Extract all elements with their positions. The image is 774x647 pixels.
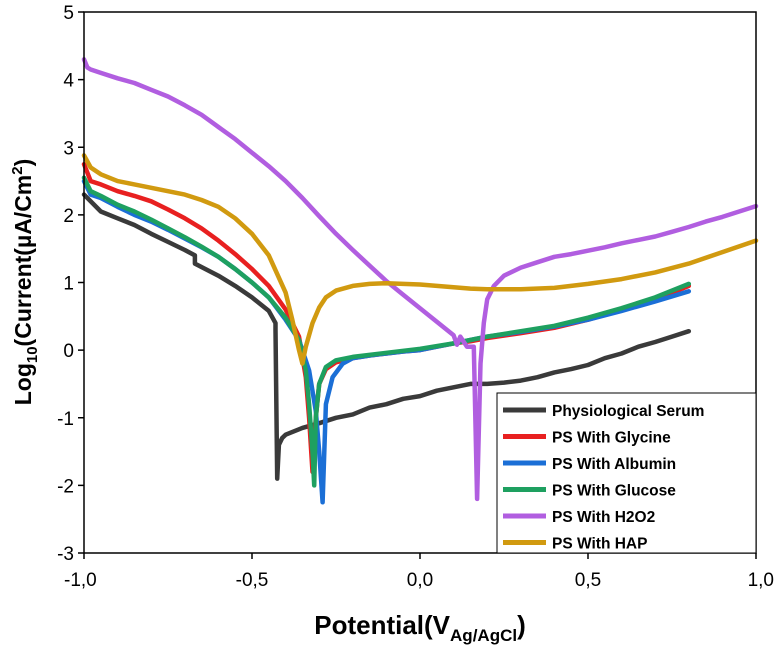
y-axis-title-pre: Log [10,363,36,405]
x-axis-title: Potential(VAg/AgCl) [314,610,526,645]
x-axis-title-close: ) [517,610,526,640]
y-tick-label: 2 [63,206,74,227]
y-axis-title-sub: 10 [24,346,41,363]
y-axis-title-close: ) [10,159,36,167]
y-tick-label: -3 [57,544,74,565]
x-tick-label: 1,0 [748,570,774,591]
y-tick-label: 3 [63,138,74,159]
plot-frame [83,11,757,554]
x-axis-title-main: Potential(V [314,610,450,640]
legend-label-ps-with-albumin: PS With Albumin [552,456,676,473]
legend-label-ps-with-glucose: PS With Glucose [552,483,676,500]
x-tick-label: -1,0 [64,570,97,591]
legend: Physiological Serum PS With Glycine PS Wit… [496,392,757,554]
series-line-ps-with-hap [81,153,759,366]
x-tick-label: 0,5 [575,570,601,591]
legend-items: Physiological Serum PS With Glycine PS Wit… [503,403,704,553]
legend-label-ps-with-h2o2: PS With H2O2 [552,509,655,526]
y-axis-title: Log10(Current(µA/Cm2) [9,159,41,406]
legend-label-physiological-serum: Physiological Serum [552,403,704,420]
y-tick-label: 4 [63,71,74,92]
series-line-ps-with-h2o2 [81,57,759,502]
x-tick-label: 0,0 [407,570,433,591]
y-axis-title-sup: 2 [9,166,26,174]
y-tick-label: 1 [63,274,74,295]
y-tick-label: -2 [57,476,74,497]
series-layer [81,57,759,505]
legend-box [496,392,757,554]
legend-label-ps-with-glycine: PS With Glycine [552,430,671,447]
y-tick-label: 5 [63,3,74,24]
x-axis-title-sub: Ag/AgCl [450,626,517,645]
y-tick-label: 0 [63,341,74,362]
ticks-layer: -1,0 -0,5 0,0 0,5 1,0 -3 -2 -1 0 1 2 3 4 5 [57,3,774,591]
x-tick-label: -0,5 [236,570,269,591]
series-line-physiological-serum [81,192,692,481]
y-axis-title-mid: (Current(µA/Cm [10,175,36,347]
y-tick-label: -1 [57,409,74,430]
legend-label-ps-with-hap: PS With HAP [552,536,647,553]
